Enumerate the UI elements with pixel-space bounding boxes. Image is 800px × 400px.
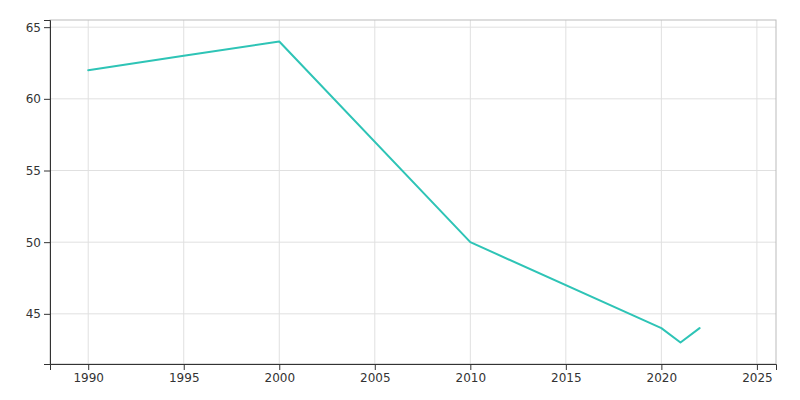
x-tick: 2015: [551, 364, 582, 385]
x-tick-mark: [375, 364, 376, 370]
y-grid-line: [50, 242, 776, 243]
x-grid-line: [565, 20, 566, 364]
x-grid-line: [756, 20, 757, 364]
x-tick: 1995: [169, 364, 200, 385]
x-tick-mark: [88, 364, 89, 370]
y-tick-label: 45: [26, 307, 41, 321]
x-tick-label: 2010: [456, 371, 487, 385]
x-tick-mark: [757, 364, 758, 370]
x-tick: 2025: [742, 364, 773, 385]
y-tick: 65: [26, 21, 50, 35]
x-tick-label: 1990: [73, 371, 104, 385]
y-tick-mark: [44, 27, 50, 28]
x-tick-mark: [470, 364, 471, 370]
x-grid-line: [183, 20, 184, 364]
y-tick-mark: [44, 99, 50, 100]
y-tick-label: 50: [26, 236, 41, 250]
x-tick-label: 2015: [551, 371, 582, 385]
y-axis-line: [44, 21, 51, 365]
x-tick-label: 1995: [169, 371, 200, 385]
x-tick-label: 2005: [360, 371, 391, 385]
y-tick-label: 60: [26, 92, 41, 106]
chart: 1990 1995 2000 2005 2010 2015 2020 2025 45 50 55 60…: [0, 0, 800, 400]
y-grid-line: [50, 313, 776, 314]
x-tick: 2005: [360, 364, 391, 385]
y-tick: 55: [26, 164, 50, 178]
x-tick: 2000: [264, 364, 295, 385]
x-tick: 2010: [456, 364, 487, 385]
grid: [50, 20, 776, 364]
x-tick: 1990: [73, 364, 104, 385]
x-grid-line: [279, 20, 280, 364]
plot-area: 1990 1995 2000 2005 2010 2015 2020 2025 45 50 55 60…: [26, 20, 777, 385]
x-axis-line: [51, 365, 777, 371]
x-grid-line: [661, 20, 662, 364]
x-tick-label: 2025: [742, 371, 773, 385]
y-axis: 45 50 55 60 65: [26, 21, 51, 365]
y-tick-mark: [44, 242, 50, 243]
x-tick-mark: [184, 364, 185, 370]
x-tick: 2020: [647, 364, 678, 385]
y-tick: 50: [26, 236, 50, 250]
x-tick-mark: [279, 364, 280, 370]
y-tick: 45: [26, 307, 50, 321]
x-grid-line: [470, 20, 471, 364]
plot-frame: [50, 20, 776, 364]
x-grid-line: [374, 20, 375, 364]
y-tick-label: 65: [26, 21, 41, 35]
y-tick-mark: [44, 171, 50, 172]
marks: [88, 42, 699, 343]
x-axis: 1990 1995 2000 2005 2010 2015 2020 2025: [51, 364, 777, 385]
x-tick-label: 2020: [647, 371, 678, 385]
y-grid-line: [50, 27, 776, 28]
y-tick-mark: [44, 314, 50, 315]
y-tick: 60: [26, 92, 50, 106]
data-line: [88, 42, 699, 343]
y-grid-line: [50, 170, 776, 171]
y-grid-line: [50, 98, 776, 99]
x-tick-mark: [566, 364, 567, 370]
x-tick-mark: [661, 364, 662, 370]
y-tick-label: 55: [26, 164, 41, 178]
x-grid-line: [88, 20, 89, 364]
x-tick-label: 2000: [264, 371, 295, 385]
